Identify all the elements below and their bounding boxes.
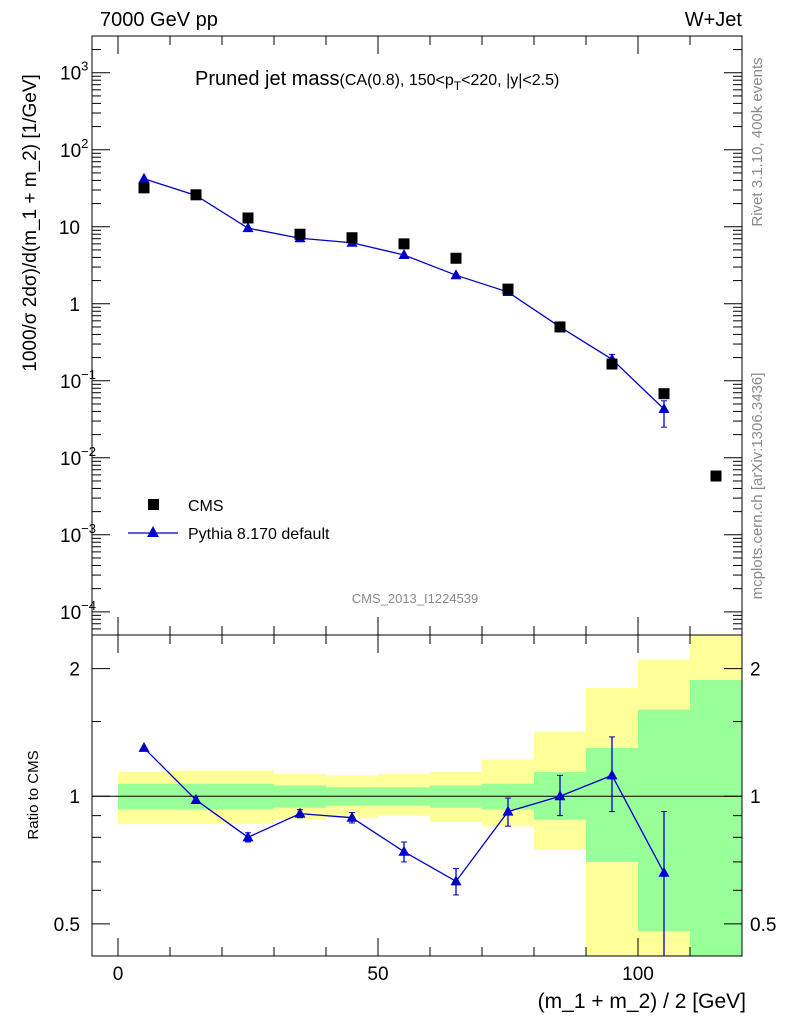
- main-ytick-label: 10: [59, 218, 80, 239]
- main-ytick-label: 1: [69, 295, 80, 316]
- process-label: W+Jet: [685, 9, 743, 31]
- cms-point: [242, 212, 254, 224]
- ratio-ytick-label-right: 2: [750, 660, 761, 681]
- plot-title: Pruned jet mass(CA(0.8), 150<pT<220, |y|…: [195, 68, 559, 93]
- cms-point: [710, 470, 722, 482]
- x-axis-label: (m_1 + m_2) / 2 [GeV]: [538, 990, 746, 1013]
- ratio-uncertainty-bands: [118, 635, 742, 956]
- cms-point: [398, 238, 410, 250]
- main-frame: [91, 35, 743, 636]
- legend-marker-cms: [148, 499, 159, 510]
- analysis-id: CMS_2013_I1224539: [352, 591, 479, 606]
- ratio-point: [294, 807, 306, 818]
- ratio-point: [190, 793, 202, 804]
- ratio-ytick-label: 2: [69, 660, 80, 681]
- ratio-point: [138, 741, 150, 752]
- ratio-frame: [91, 634, 743, 957]
- plot-title-cuts-post: <220, |y|<2.5): [461, 72, 559, 89]
- pythia-point: [398, 248, 410, 259]
- plot-title-main: Pruned jet mass: [195, 68, 340, 90]
- cms-point: [450, 252, 462, 264]
- ratio-point: [346, 811, 358, 822]
- cms-point: [658, 388, 670, 400]
- pythia-line: [143, 178, 665, 410]
- pythia-point: [242, 222, 254, 233]
- ratio-ytick-label-right: 1: [750, 787, 761, 808]
- cms-point: [554, 321, 566, 333]
- ratio-xtick-label: 100: [622, 964, 654, 985]
- ratio-point: [658, 866, 670, 877]
- main-ytick-label: 102: [60, 136, 88, 162]
- ratio-y-axis-label: Ratio to CMS: [25, 750, 42, 839]
- ratio-point: [554, 790, 566, 801]
- main-axis-ticks: 10−4 10−3 10−2 10−1 1 10 102 103: [59, 35, 743, 636]
- energy-label: 7000 GeV pp: [100, 9, 218, 31]
- cms-point: [346, 232, 358, 244]
- ratio-axis-ticks: 0.5 0.5 1 1 2 2 0 50 100: [54, 635, 776, 985]
- ratio-point: [450, 875, 462, 886]
- plot-title-cuts: (CA(0.8), 150<p: [340, 72, 454, 89]
- main-series-layer: [138, 172, 722, 482]
- ratio-point: [242, 831, 254, 842]
- main-ytick-label: 103: [60, 59, 88, 85]
- ratio-xtick-label: 0: [113, 964, 124, 985]
- ratio-point: [606, 769, 618, 780]
- pythia-point: [658, 403, 670, 414]
- cms-point: [138, 182, 150, 194]
- ratio-ytick-label: 0.5: [54, 915, 80, 936]
- mcplots-label: mcplots.cern.ch [arXiv:1306.3436]: [749, 373, 766, 600]
- ratio-point: [502, 805, 514, 816]
- pythia-point: [450, 269, 462, 280]
- main-ytick-label: 10−4: [60, 598, 96, 624]
- ratio-xtick-label: 50: [367, 964, 388, 985]
- main-ytick-label: 10−1: [60, 367, 96, 393]
- cms-point: [294, 228, 306, 240]
- cms-point: [190, 189, 202, 201]
- rivet-label: Rivet 3.1.10, 400k events: [749, 57, 766, 226]
- legend: CMS Pythia 8.170 default: [128, 498, 330, 543]
- cms-point: [606, 358, 618, 370]
- main-ytick-label: 10−3: [60, 521, 96, 547]
- legend-label-cms: CMS: [188, 498, 224, 515]
- main-y-axis-label: 1000/σ 2dσ)/d(m_1 + m_2) [1/GeV]: [20, 74, 41, 372]
- pythia-point: [138, 172, 150, 183]
- ratio-band-inner: [690, 679, 742, 956]
- cms-point: [502, 283, 514, 295]
- plot-title-cuts-sub: T: [454, 79, 462, 93]
- legend-label-pythia: Pythia 8.170 default: [188, 526, 330, 543]
- ratio-ytick-label: 1: [69, 787, 80, 808]
- ratio-series-layer: [138, 736, 670, 956]
- main-ytick-label: 10−2: [60, 444, 96, 470]
- ratio-ytick-label-right: 0.5: [750, 915, 776, 936]
- ratio-point: [398, 845, 410, 856]
- legend-marker-pythia: [147, 526, 159, 537]
